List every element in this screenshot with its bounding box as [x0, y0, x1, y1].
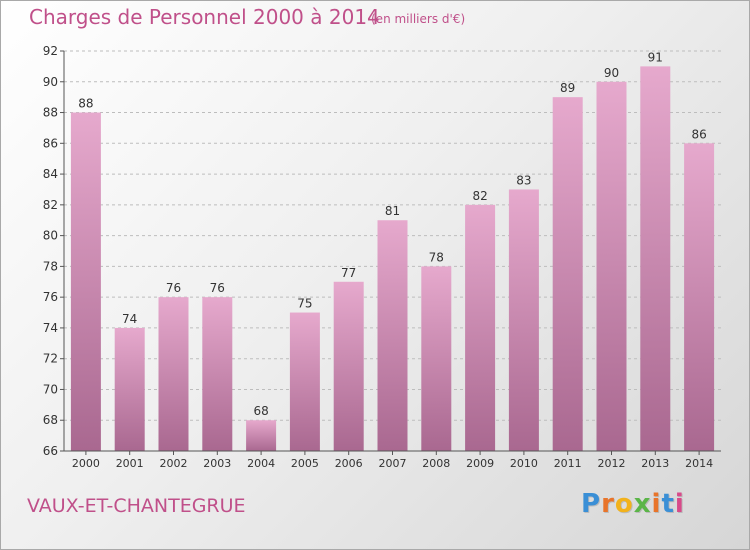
y-tick-label: 66 — [43, 444, 58, 458]
x-tick-label-2007: 2007 — [379, 457, 407, 470]
logo-letter: o — [614, 489, 634, 519]
x-tick-label-2011: 2011 — [554, 457, 582, 470]
x-tick-label-2005: 2005 — [291, 457, 319, 470]
bar-2002 — [158, 297, 189, 451]
bar-2007 — [377, 220, 408, 451]
y-tick-label: 92 — [43, 44, 58, 58]
data-label-2011: 89 — [560, 81, 575, 95]
y-tick-label: 82 — [43, 198, 58, 212]
bar-2012 — [596, 81, 627, 452]
y-tick-label: 80 — [43, 229, 58, 243]
bar-2013 — [640, 66, 671, 451]
logo-letter: P — [581, 489, 602, 519]
bar-2009 — [465, 204, 496, 451]
y-tick-label: 88 — [43, 106, 58, 120]
logo-letter: i — [674, 489, 685, 519]
x-tick-label-2002: 2002 — [160, 457, 188, 470]
data-label-2003: 76 — [210, 281, 225, 295]
x-tick-label-2001: 2001 — [116, 457, 144, 470]
data-label-2006: 77 — [341, 266, 356, 280]
data-label-2009: 82 — [472, 189, 487, 203]
y-tick-label: 86 — [43, 136, 58, 150]
x-tick-label-2009: 2009 — [466, 457, 494, 470]
logo-letter: i — [651, 489, 662, 519]
data-label-2004: 68 — [253, 404, 268, 418]
bar-2003 — [202, 297, 233, 451]
x-tick-label-2014: 2014 — [685, 457, 713, 470]
x-tick-label-2010: 2010 — [510, 457, 538, 470]
x-tick-label-2008: 2008 — [422, 457, 450, 470]
x-tick-label-2012: 2012 — [598, 457, 626, 470]
x-tick-label-2003: 2003 — [203, 457, 231, 470]
bar-2004 — [246, 420, 277, 451]
y-tick-label: 78 — [43, 259, 58, 273]
logo-letter: x — [633, 489, 652, 519]
data-label-2013: 91 — [648, 50, 663, 64]
chart-subtitle: (en milliers d'€) — [371, 12, 466, 26]
bar-2008 — [421, 266, 452, 451]
data-label-2000: 88 — [78, 97, 93, 111]
proxiti-logo: Proxiti — [581, 489, 685, 519]
y-tick-label: 76 — [43, 290, 58, 304]
bar-2010 — [508, 189, 539, 451]
bar-2001 — [114, 327, 145, 451]
x-tick-label-2006: 2006 — [335, 457, 363, 470]
data-label-2014: 86 — [691, 127, 706, 141]
data-label-2008: 78 — [429, 250, 444, 264]
x-tick-label-2000: 2000 — [72, 457, 100, 470]
x-tick-label-2004: 2004 — [247, 457, 275, 470]
y-tick-label: 68 — [43, 413, 58, 427]
data-label-2002: 76 — [166, 281, 181, 295]
y-tick-label: 70 — [43, 382, 58, 396]
y-tick-label: 74 — [43, 321, 58, 335]
y-tick-label: 72 — [43, 352, 58, 366]
bar-2014 — [684, 143, 715, 452]
data-label-2012: 90 — [604, 66, 619, 80]
logo-letter: r — [601, 489, 615, 519]
bar-2005 — [289, 312, 320, 451]
axes — [60, 50, 721, 455]
labels: 66 68 70 72 74 76 78 80 82 84 86 88 90 92 88 2000 74 2001… — [43, 44, 713, 470]
city-name: VAUX-ET-CHANTEGRUE — [27, 495, 246, 517]
data-label-2007: 81 — [385, 204, 400, 218]
y-tick-label: 90 — [43, 75, 58, 89]
bar-2011 — [552, 97, 583, 452]
data-label-2010: 83 — [516, 173, 531, 187]
x-tick-label-2013: 2013 — [641, 457, 669, 470]
chart-title: Charges de Personnel 2000 à 2014 — [29, 5, 380, 29]
bar-2000 — [70, 112, 101, 452]
y-tick-label: 84 — [43, 167, 58, 181]
data-label-2005: 75 — [297, 297, 312, 311]
bar-2006 — [333, 281, 364, 451]
logo-letter: t — [661, 489, 675, 519]
bars — [70, 66, 715, 452]
data-label-2001: 74 — [122, 312, 137, 326]
